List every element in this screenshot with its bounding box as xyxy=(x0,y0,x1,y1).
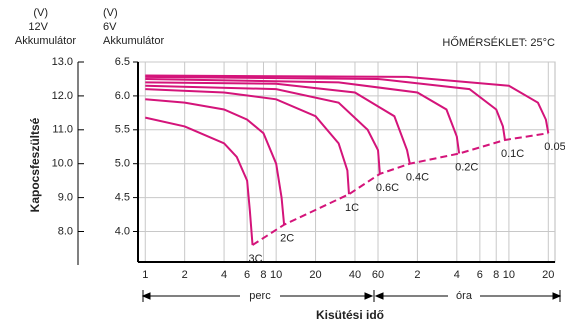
curve-label: 0.2C xyxy=(455,161,478,173)
discharge-curve xyxy=(145,84,381,174)
x-tick-label: 4 xyxy=(221,269,227,281)
curve-label: 0.05C xyxy=(544,141,565,153)
x-tick-label: 1 xyxy=(142,269,148,281)
x-tick-label: 2 xyxy=(182,269,188,281)
x-tick-label: 20 xyxy=(542,269,554,281)
x-tick-label: 10 xyxy=(270,269,282,281)
curve-label: 2C xyxy=(280,233,294,245)
y2-header: Akkumulátor xyxy=(15,35,76,47)
y-tick-label: 5.0 xyxy=(115,158,130,170)
y-tick-label: 6.5 xyxy=(115,56,130,68)
x-tick-label: 2 xyxy=(414,269,420,281)
discharge-curve xyxy=(145,81,411,164)
unit-arrows xyxy=(141,290,562,302)
temperature: HŐMÉRSÉKLET: 25°C xyxy=(442,35,555,49)
y2-tick-label: 10.0 xyxy=(52,158,73,170)
discharge-curve xyxy=(145,74,550,134)
curve-label: 1C xyxy=(345,202,359,214)
curve-label: 0.1C xyxy=(501,148,524,160)
y-header: (V) xyxy=(103,7,118,19)
discharge-curve xyxy=(145,77,461,154)
y2-header: (V) xyxy=(33,7,48,19)
y-tick-label: 6.0 xyxy=(115,90,130,102)
x-tick-label: 6 xyxy=(244,269,250,281)
unit-label: perc xyxy=(249,290,271,302)
y2-header: 12V xyxy=(28,21,48,33)
unit-label: óra xyxy=(456,290,473,302)
arrow-head xyxy=(141,292,562,300)
x-tick-label: 60 xyxy=(372,269,384,281)
curve-label: 0.6C xyxy=(376,182,399,194)
discharge-curve xyxy=(145,98,286,225)
cutoff-line xyxy=(251,132,549,246)
y-tick-label: 4.5 xyxy=(115,191,130,203)
curve-label: 3C xyxy=(249,253,263,265)
y2-tick-label: 13.0 xyxy=(52,56,73,68)
y-axis-title: Kapocsfeszültsé xyxy=(28,117,42,212)
label-bg xyxy=(448,289,480,303)
y2-tick-label: 8.0 xyxy=(58,225,73,237)
discharge-curve xyxy=(145,88,350,195)
y-tick-label: 4.0 xyxy=(115,225,130,237)
discharge-curve xyxy=(145,116,254,246)
x-tick-label: 20 xyxy=(309,269,321,281)
x-tick-label: 10 xyxy=(503,269,515,281)
x-tick-label: 40 xyxy=(349,269,361,281)
y-header: 6V xyxy=(103,21,117,33)
y2-tick-label: 9.0 xyxy=(58,191,73,203)
y-tick-label: 5.5 xyxy=(115,124,130,136)
label-bg xyxy=(240,289,280,303)
discharge-curve xyxy=(145,75,506,141)
y2-tick-label: 11.0 xyxy=(52,124,73,136)
curve-label: 0.4C xyxy=(406,172,429,184)
x-tick-label: 6 xyxy=(477,269,483,281)
x-tick-label: 8 xyxy=(493,269,499,281)
y-header: Akkumulátor xyxy=(103,35,164,47)
x-tick-label: 4 xyxy=(454,269,460,281)
x-axis-title: Kisütési idő xyxy=(316,308,384,322)
y2-tick-label: 12.0 xyxy=(52,90,73,102)
x-tick-label: 8 xyxy=(260,269,266,281)
